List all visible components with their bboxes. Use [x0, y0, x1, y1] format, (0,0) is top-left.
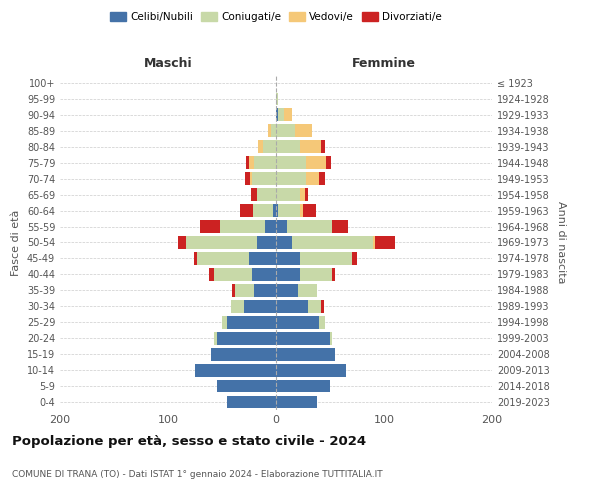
- Bar: [232, 284, 235, 296]
- Bar: [257, 188, 276, 201]
- Bar: [303, 204, 316, 217]
- Bar: [214, 332, 217, 344]
- Bar: [254, 284, 276, 296]
- Bar: [300, 140, 322, 153]
- Bar: [373, 236, 376, 249]
- Bar: [276, 396, 317, 408]
- Bar: [271, 124, 276, 137]
- Bar: [209, 268, 214, 281]
- Bar: [220, 220, 265, 233]
- Bar: [278, 204, 300, 217]
- Text: Popolazione per età, sesso e stato civile - 2024: Popolazione per età, sesso e stato civil…: [12, 435, 366, 448]
- Bar: [300, 268, 332, 281]
- Legend: Celibi/Nubili, Coniugati/e, Vedovi/e, Divorziati/e: Celibi/Nubili, Coniugati/e, Vedovi/e, Di…: [106, 8, 446, 26]
- Bar: [276, 364, 346, 376]
- Bar: [295, 124, 311, 137]
- Bar: [276, 316, 319, 328]
- Bar: [211, 348, 276, 360]
- Bar: [254, 156, 276, 169]
- Bar: [250, 172, 252, 185]
- Bar: [276, 204, 278, 217]
- Bar: [308, 300, 322, 312]
- Bar: [330, 332, 332, 344]
- Bar: [252, 268, 276, 281]
- Bar: [278, 108, 284, 122]
- Bar: [284, 108, 292, 122]
- Bar: [178, 236, 187, 249]
- Bar: [322, 140, 325, 153]
- Bar: [246, 156, 249, 169]
- Bar: [276, 348, 335, 360]
- Y-axis label: Anni di nascita: Anni di nascita: [556, 201, 566, 284]
- Bar: [276, 252, 300, 265]
- Bar: [326, 156, 331, 169]
- Bar: [227, 316, 276, 328]
- Bar: [252, 172, 276, 185]
- Bar: [249, 252, 276, 265]
- Bar: [222, 316, 227, 328]
- Bar: [332, 220, 349, 233]
- Bar: [276, 332, 330, 344]
- Bar: [376, 236, 395, 249]
- Bar: [268, 124, 271, 137]
- Bar: [214, 268, 252, 281]
- Y-axis label: Fasce di età: Fasce di età: [11, 210, 21, 276]
- Bar: [253, 204, 273, 217]
- Bar: [319, 316, 325, 328]
- Bar: [276, 172, 306, 185]
- Bar: [300, 252, 352, 265]
- Bar: [241, 204, 253, 217]
- Bar: [276, 124, 295, 137]
- Bar: [300, 204, 303, 217]
- Bar: [257, 140, 263, 153]
- Bar: [352, 252, 357, 265]
- Bar: [217, 332, 276, 344]
- Bar: [245, 172, 250, 185]
- Bar: [306, 156, 326, 169]
- Bar: [194, 252, 197, 265]
- Bar: [276, 92, 278, 106]
- Bar: [276, 220, 287, 233]
- Bar: [251, 188, 257, 201]
- Bar: [298, 284, 317, 296]
- Bar: [249, 156, 254, 169]
- Bar: [276, 140, 300, 153]
- Bar: [265, 220, 276, 233]
- Bar: [319, 172, 325, 185]
- Text: COMUNE DI TRANA (TO) - Dati ISTAT 1° gennaio 2024 - Elaborazione TUTTITALIA.IT: COMUNE DI TRANA (TO) - Dati ISTAT 1° gen…: [12, 470, 383, 479]
- Bar: [276, 268, 300, 281]
- Text: Maschi: Maschi: [143, 57, 193, 70]
- Bar: [195, 364, 276, 376]
- Bar: [287, 220, 332, 233]
- Bar: [197, 252, 249, 265]
- Bar: [322, 300, 323, 312]
- Bar: [276, 236, 292, 249]
- Bar: [273, 204, 276, 217]
- Bar: [306, 172, 319, 185]
- Bar: [217, 380, 276, 392]
- Bar: [276, 380, 330, 392]
- Bar: [230, 300, 244, 312]
- Bar: [200, 220, 220, 233]
- Bar: [276, 156, 306, 169]
- Bar: [300, 188, 305, 201]
- Bar: [292, 236, 373, 249]
- Bar: [276, 108, 278, 122]
- Text: Femmine: Femmine: [352, 57, 416, 70]
- Bar: [244, 300, 276, 312]
- Bar: [276, 188, 300, 201]
- Bar: [276, 300, 308, 312]
- Bar: [305, 188, 308, 201]
- Bar: [227, 396, 276, 408]
- Bar: [276, 284, 298, 296]
- Bar: [235, 284, 254, 296]
- Bar: [257, 236, 276, 249]
- Bar: [187, 236, 257, 249]
- Bar: [332, 268, 335, 281]
- Bar: [263, 140, 276, 153]
